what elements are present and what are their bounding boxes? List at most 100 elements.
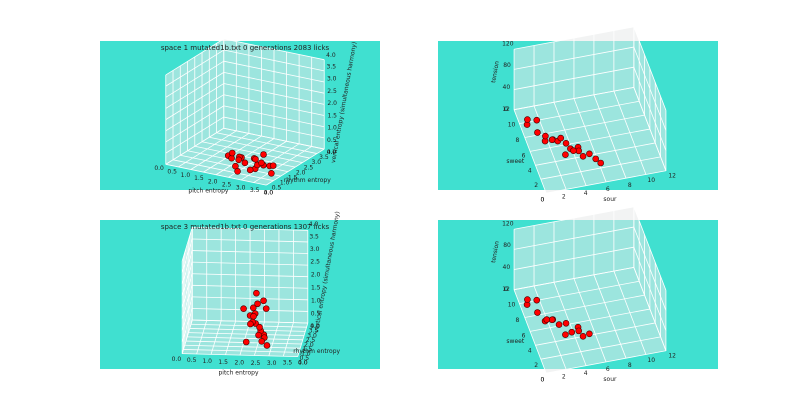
grid-line	[194, 145, 296, 168]
grid-line	[209, 136, 310, 159]
point	[240, 305, 247, 312]
grid-line	[172, 159, 274, 182]
grid-line	[530, 128, 650, 152]
grid-line	[181, 285, 193, 320]
grid-line	[181, 273, 193, 308]
grid-line	[223, 60, 325, 83]
z-tick-label: 0.0	[327, 149, 337, 156]
y-tick-label: 6	[522, 152, 526, 159]
grid-line	[180, 154, 281, 177]
point	[575, 327, 583, 335]
y-tick-label: 12	[502, 286, 510, 293]
grid-line	[513, 246, 634, 270]
x-tick-label: 3.5	[283, 360, 293, 367]
point	[597, 159, 604, 167]
x-tick-label: 0	[541, 377, 545, 384]
chart-title: space 3 mutated1b.txt 0 generations 1307…	[161, 223, 330, 231]
y-tick-label: 3.0	[311, 159, 321, 166]
grid-line	[192, 308, 308, 312]
grid-line	[540, 336, 661, 360]
y-tick-label: 2.5	[306, 337, 316, 344]
y-tick-label: 10	[508, 122, 516, 129]
x-tick-label: 12	[668, 352, 676, 359]
grid-line	[165, 105, 224, 143]
grid-line	[188, 332, 305, 336]
grid-line	[633, 46, 667, 131]
grid-line	[513, 266, 634, 291]
x-tick-label: 0.5	[187, 357, 197, 364]
y-tick-label: 2	[534, 182, 538, 189]
x-tick-label: 2.5	[251, 360, 261, 367]
x-tick-label: 1.5	[218, 359, 228, 366]
z-tick-label: 80	[503, 62, 511, 69]
grid-line	[181, 250, 193, 285]
x-tick-label: 2	[562, 194, 566, 201]
grid-line	[201, 141, 303, 163]
x-tick-label: 8	[628, 362, 632, 369]
z-tick-label: 40	[503, 264, 511, 271]
grid-line	[633, 87, 667, 171]
point	[562, 319, 570, 327]
z-tick-label: 3.5	[327, 64, 337, 71]
point	[586, 150, 593, 158]
z-tick-label: 120	[502, 41, 514, 48]
grid-line	[633, 26, 667, 111]
x-tick-label: 6	[606, 186, 610, 193]
z-axis-label: tension	[490, 240, 501, 263]
grid-line	[181, 308, 193, 343]
grid-line	[183, 349, 299, 353]
y-tick-label: 4	[528, 167, 532, 174]
grid-line	[192, 227, 308, 231]
grid-line	[223, 116, 325, 139]
y-tick-label: 0.5	[272, 185, 282, 192]
z-tick-label: 1.5	[327, 112, 337, 119]
grid-line	[165, 72, 224, 109]
y-tick-label: 10	[508, 302, 516, 309]
x-tick-label: 10	[647, 177, 655, 184]
point	[543, 316, 551, 323]
y-tick-label: 1.0	[280, 180, 290, 187]
point	[253, 289, 260, 297]
grid-line	[192, 284, 308, 289]
grid-line	[513, 226, 634, 250]
x-tick-label: 2.5	[222, 182, 232, 189]
grid-line	[181, 238, 193, 273]
y-tick-label: 0.0	[264, 189, 274, 196]
point	[241, 159, 249, 167]
x-tick-label: 2.0	[235, 360, 245, 367]
grid-line	[192, 261, 308, 266]
point	[269, 162, 277, 169]
grid-line	[223, 127, 325, 150]
x-axis-label: pitch entropy	[218, 370, 258, 377]
x-tick-label: 2.0	[208, 178, 218, 185]
grid-line	[165, 83, 224, 120]
z-tick-label: 0.5	[327, 137, 337, 144]
point	[235, 156, 243, 164]
point	[562, 331, 569, 338]
point	[247, 320, 254, 328]
grid-line	[535, 322, 656, 346]
x-axis-label: sour	[603, 376, 617, 383]
grid-line	[181, 319, 193, 354]
grid-line	[633, 226, 667, 311]
grid-line	[546, 170, 667, 194]
z-tick-label: 1.5	[311, 284, 321, 291]
z-tick-label: 0	[504, 286, 508, 293]
grid-line	[192, 250, 308, 254]
point	[228, 149, 236, 157]
point	[249, 304, 257, 312]
y-tick-label: 0.5	[300, 355, 310, 362]
z-axis-label: tension	[490, 60, 501, 83]
point	[570, 147, 577, 154]
z-tick-label: 2.0	[311, 271, 321, 278]
point	[534, 129, 541, 136]
point	[586, 330, 593, 338]
grid-line	[181, 262, 193, 296]
point	[254, 300, 261, 308]
grid-line	[223, 49, 325, 72]
z-tick-label: 4.0	[326, 52, 336, 59]
y-tick-label: 6	[522, 332, 526, 339]
point	[246, 166, 254, 174]
grid-line	[181, 296, 193, 331]
